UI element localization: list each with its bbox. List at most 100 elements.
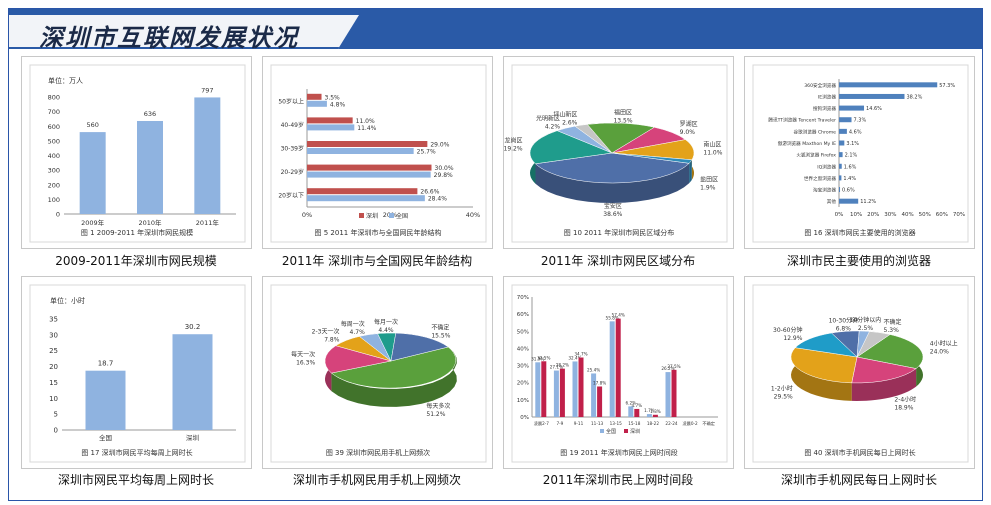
y-tick-label: 火狐浏览器 Firefox [796, 152, 836, 159]
data-label: 4.6% [849, 129, 862, 135]
y-tick-label: IQ浏览器 [817, 163, 836, 170]
x-tick-label: 11-13 [591, 421, 604, 426]
bar [85, 370, 126, 430]
pie-label: 南山区 [703, 141, 721, 149]
header-tab [9, 15, 359, 49]
x-tick-label: 凌晨2-7 [534, 420, 550, 427]
x-tick-label: 凌晨0-2 [682, 420, 698, 427]
data-label: 57.4% [612, 313, 625, 318]
pie-label: 盐田区 [700, 176, 718, 184]
data-label: 30.2 [185, 323, 201, 331]
bar [172, 334, 213, 430]
bar [665, 372, 671, 417]
y-tick-label: 0 [56, 211, 60, 219]
chart-caption-browsers: 深圳市民主要使用的浏览器 [786, 254, 931, 268]
pie-label: 每天一次 [291, 351, 315, 359]
y-tick-label: 傲游浏览器 Maxthon My IE [778, 140, 836, 147]
data-label: 11.2% [860, 199, 876, 205]
data-label: 27.1% [550, 365, 563, 370]
legend-swatch [359, 213, 364, 218]
data-label: 25.7% [417, 149, 436, 156]
y-tick-label: 300 [48, 167, 60, 175]
y-tick-label: 其他 [827, 198, 837, 205]
pie-value-label: 51.2% [426, 411, 445, 418]
pie-slice [324, 345, 392, 374]
data-label: 1.4% [843, 176, 856, 182]
data-label: 29.8% [434, 172, 453, 179]
data-label: 38.2% [906, 94, 922, 100]
y-tick-label: 25 [49, 347, 58, 355]
y-tick-label: 60% [517, 312, 529, 318]
pie-label: 光明新区 [536, 114, 560, 122]
data-label: 11.0% [356, 118, 375, 125]
x-tick-label: 20% [867, 212, 879, 218]
chart-caption-weekly-hours: 深圳市网民平均每周上网时长 [57, 473, 214, 487]
pie-slice-side [331, 347, 457, 407]
legend-swatch [600, 429, 604, 433]
bar [79, 132, 106, 214]
y-tick-label: 腾讯TT浏览器 Tencent Traveler [768, 117, 836, 124]
x-tick-label: 全国 [99, 433, 112, 442]
infographic-panel: 深圳市互联网发展状况 单位：万人 0 100 200 300 400 500 600 700 80… [8, 8, 983, 501]
bar [839, 105, 865, 111]
data-label: 7.3% [854, 118, 867, 124]
bar [839, 128, 847, 134]
bar [652, 414, 658, 417]
bar [307, 117, 353, 124]
data-label: 1.6% [844, 164, 857, 170]
y-tick-label: 200 [48, 181, 60, 189]
bar [839, 82, 938, 88]
data-label: 4.7% [631, 403, 642, 408]
data-label: 32.5% [537, 355, 550, 360]
bar [628, 406, 634, 417]
pie-slice [390, 332, 449, 362]
bar [839, 152, 843, 158]
chart-caption-mobile-daily: 深圳市手机网民每日上网时长 [780, 473, 937, 487]
pie-value-label: 12.9% [783, 335, 802, 342]
data-label: 27.5% [667, 364, 680, 369]
pie-label: 10-30分钟 [829, 317, 858, 325]
data-label: 636 [144, 110, 156, 118]
bar [839, 198, 859, 204]
pie-slice [330, 346, 457, 389]
legend-label: 全国 [606, 428, 616, 435]
pie-value-label: 18.9% [894, 405, 913, 412]
pie-value-label: 5.3% [884, 327, 900, 334]
pie-value-label: 15.5% [431, 332, 450, 339]
bar [839, 163, 842, 169]
chart-card-time-slots: 0% 10% 20% 30% 40% 50% 60% 70% 31.9% 32.5% 凌晨2-7 27… [503, 276, 734, 469]
pie-slice [611, 152, 693, 164]
data-label: 560 [86, 121, 98, 129]
bar [839, 175, 842, 181]
x-tick-label: 2010年 [138, 218, 162, 227]
pie-label: 宝安区 [604, 202, 622, 210]
chart-inner-frame [29, 284, 246, 463]
y-tick-label: 40-49岁 [281, 121, 304, 129]
data-label: 55.8% [606, 315, 619, 320]
pie-value-label: 11.0% [703, 150, 722, 157]
pie-value-label: 6.8% [836, 326, 852, 333]
chart-card-user-scale: 单位：万人 0 100 200 300 400 500 600 700 800 560 2009年 63… [21, 56, 252, 249]
pie-slice-side [851, 368, 917, 401]
bar [839, 117, 852, 123]
bar [307, 171, 431, 178]
y-tick-label: 50% [517, 329, 529, 335]
data-label: 6.2% [625, 400, 636, 405]
y-tick-label: 10% [517, 398, 529, 404]
y-tick-label: 20-29岁 [281, 168, 304, 176]
pie-value-label: 4.4% [378, 327, 394, 334]
chart-caption-time-slots: 2011年深圳市民上网时间段 [542, 473, 694, 487]
pie-label: 坪山新区 [553, 111, 577, 119]
data-label: 57.3% [939, 83, 955, 89]
y-tick-label: 5 [54, 411, 58, 419]
data-label: 14.6% [866, 106, 882, 112]
bar [559, 368, 565, 417]
bar [307, 124, 355, 131]
bar [839, 140, 845, 146]
y-tick-label: 40% [517, 346, 529, 352]
y-tick-label: 淘宝浏览器 [813, 187, 836, 194]
x-tick-label: 9-11 [574, 421, 584, 426]
y-tick-label: 20% [517, 381, 529, 387]
y-tick-label: 800 [48, 94, 60, 102]
unit-label: 单位：万人 [48, 76, 83, 85]
